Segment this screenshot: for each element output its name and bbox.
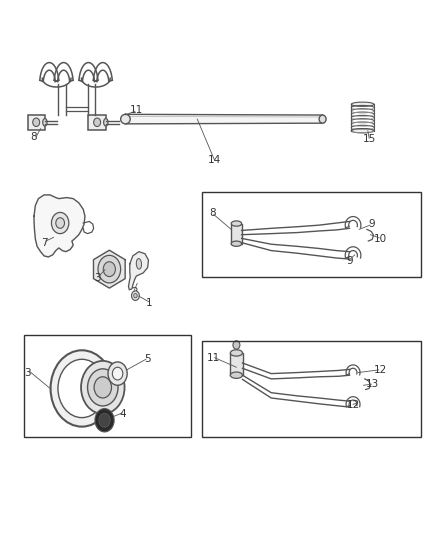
Circle shape	[134, 294, 137, 298]
Circle shape	[81, 361, 124, 414]
Circle shape	[88, 369, 118, 406]
Polygon shape	[125, 114, 322, 124]
Circle shape	[98, 255, 120, 283]
Ellipse shape	[231, 241, 242, 246]
Ellipse shape	[136, 259, 141, 269]
Circle shape	[33, 118, 40, 126]
Ellipse shape	[231, 221, 242, 226]
Text: 4: 4	[119, 409, 126, 419]
Bar	[202, 192, 421, 277]
Text: 10: 10	[374, 234, 387, 244]
Bar	[231, 223, 242, 244]
Polygon shape	[34, 195, 85, 257]
Circle shape	[95, 409, 114, 432]
Text: 1: 1	[146, 297, 153, 308]
Circle shape	[131, 291, 139, 301]
Bar	[202, 341, 421, 437]
Ellipse shape	[43, 118, 47, 126]
Circle shape	[94, 118, 101, 126]
Circle shape	[50, 350, 113, 426]
Bar	[28, 115, 45, 130]
Circle shape	[94, 377, 112, 398]
Circle shape	[113, 367, 123, 380]
Ellipse shape	[319, 115, 326, 123]
Text: 15: 15	[363, 134, 376, 144]
Text: 8: 8	[209, 208, 216, 219]
Ellipse shape	[230, 372, 243, 378]
Bar	[230, 353, 243, 375]
Ellipse shape	[104, 118, 108, 126]
Text: 12: 12	[346, 400, 360, 410]
Ellipse shape	[230, 350, 243, 356]
Bar	[24, 335, 191, 437]
Polygon shape	[128, 252, 148, 290]
Text: 9: 9	[346, 256, 353, 266]
Polygon shape	[93, 250, 125, 288]
Text: 14: 14	[208, 156, 221, 165]
Ellipse shape	[351, 128, 374, 133]
Text: 13: 13	[366, 379, 379, 389]
Text: 9: 9	[368, 219, 374, 229]
Circle shape	[56, 217, 64, 228]
Text: 5: 5	[144, 354, 151, 364]
Ellipse shape	[120, 114, 130, 124]
Circle shape	[233, 341, 240, 349]
Circle shape	[103, 262, 116, 277]
Text: 12: 12	[374, 365, 387, 375]
Text: 6: 6	[106, 379, 113, 389]
Text: 3: 3	[94, 273, 100, 283]
Text: 8: 8	[31, 132, 37, 142]
Circle shape	[99, 414, 110, 427]
Text: 3: 3	[24, 368, 31, 377]
Text: 11: 11	[130, 105, 143, 115]
Ellipse shape	[351, 102, 374, 107]
Text: 11: 11	[207, 353, 220, 362]
Circle shape	[51, 213, 69, 233]
Text: 2: 2	[131, 287, 138, 297]
Circle shape	[58, 359, 106, 418]
Circle shape	[108, 362, 127, 385]
Bar	[88, 115, 106, 130]
Text: 7: 7	[42, 238, 48, 248]
